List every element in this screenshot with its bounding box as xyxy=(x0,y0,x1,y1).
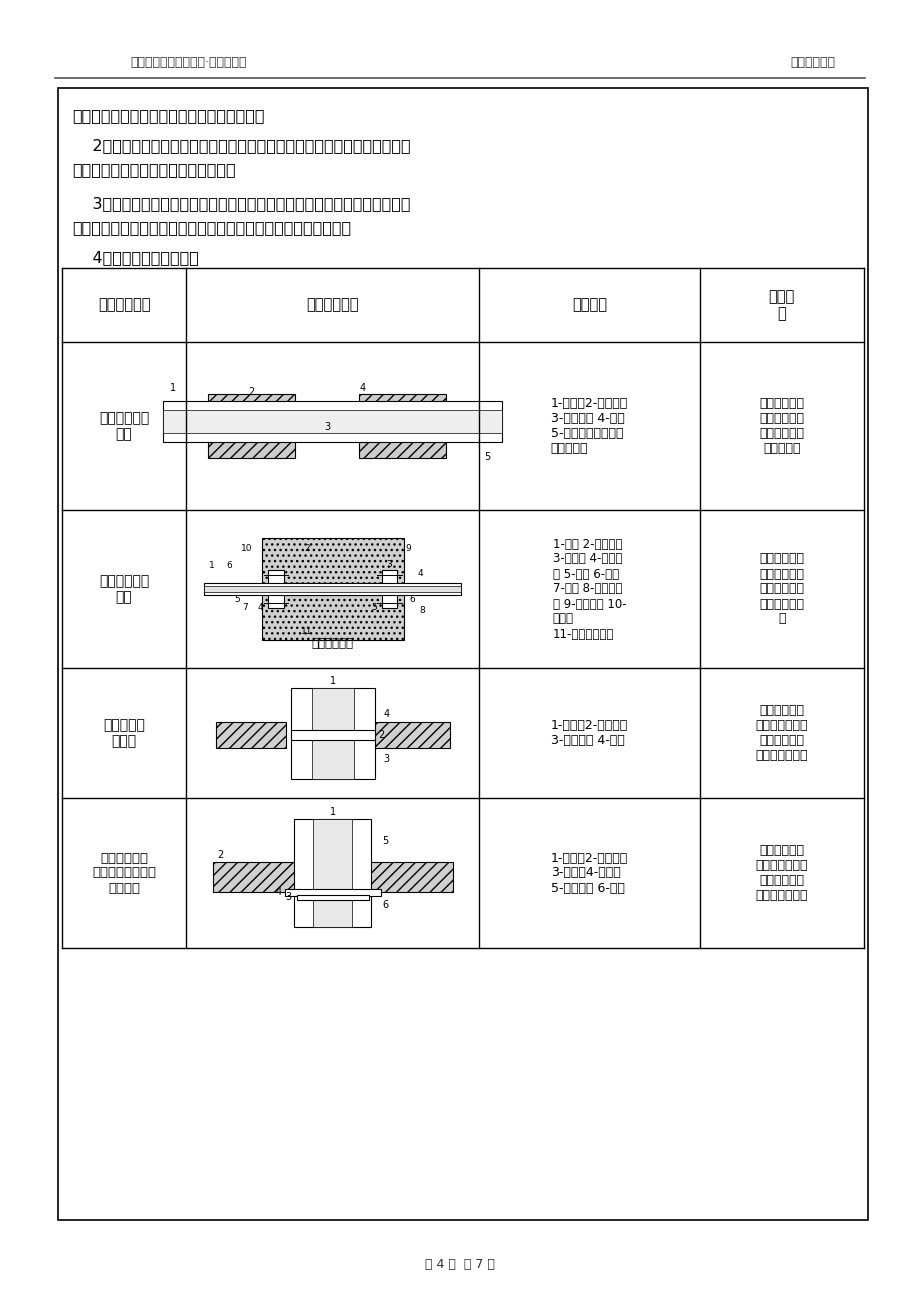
Text: 1-钢管；2-钢套管；
3-密封填料 4-隔墙
5-成品装饰板（明装
管道适用）: 1-钢管；2-钢套管； 3-密封填料 4-隔墙 5-成品装饰板（明装 管道适用） xyxy=(550,397,628,454)
Text: 2: 2 xyxy=(304,544,310,553)
Text: 1: 1 xyxy=(329,807,335,816)
Bar xyxy=(294,819,370,927)
Bar xyxy=(215,723,286,747)
Text: 3: 3 xyxy=(285,892,291,902)
Text: 套管的做法结合图纸要求并参照图集。: 套管的做法结合图纸要求并参照图集。 xyxy=(72,161,235,177)
Text: 剪力墙处套管
需与结构钢筋
绑扎固定，一
次浇注在墙体
内: 剪力墙处套管 需与结构钢筋 绑扎固定，一 次浇注在墙体 内 xyxy=(758,552,803,625)
Text: 2: 2 xyxy=(217,850,223,861)
Bar xyxy=(204,583,461,595)
Text: 4: 4 xyxy=(359,383,365,393)
Text: 5: 5 xyxy=(382,836,389,845)
Bar xyxy=(204,586,461,592)
Text: 5: 5 xyxy=(234,595,240,604)
Text: 中铁五局建筑公司绿地·新都会项目: 中铁五局建筑公司绿地·新都会项目 xyxy=(130,56,246,69)
Text: 穿无防水要
求楼板: 穿无防水要 求楼板 xyxy=(103,717,145,749)
Text: 9: 9 xyxy=(405,544,411,553)
Bar xyxy=(369,862,452,892)
Text: 柔性防水套管: 柔性防水套管 xyxy=(312,637,353,650)
Text: 穿人防剪力墙
套管: 穿人防剪力墙 套管 xyxy=(99,574,149,604)
Text: 1-钢管；2-钢套管；
3-翼环；4-挡圈；
5-石棉水泥 6-油麻: 1-钢管；2-钢套管； 3-翼环；4-挡圈； 5-石棉水泥 6-油麻 xyxy=(550,852,628,894)
Text: 符号说明: 符号说明 xyxy=(572,297,607,312)
Bar xyxy=(268,570,283,608)
Text: 1-钢管 2-法兰套管
3-密封圈 4-法兰压
盖 5-螺柱 6-螺母
7-法兰 8-密封膏嵌
缝 9-建筑外墙 10-
内侧；
11-柔性填缝材料: 1-钢管 2-法兰套管 3-密封圈 4-法兰压 盖 5-螺柱 6-螺母 7-法兰… xyxy=(552,538,626,641)
Text: 7: 7 xyxy=(242,603,248,612)
Bar xyxy=(208,393,295,458)
Text: 4: 4 xyxy=(257,603,263,612)
Text: 2、穿越屋顶楼板、地下室板墙、以及水池壁时，必须制作防水套管。防水: 2、穿越屋顶楼板、地下室板墙、以及水池壁时，必须制作防水套管。防水 xyxy=(72,138,410,154)
Text: 6: 6 xyxy=(382,901,389,910)
Text: 4: 4 xyxy=(383,710,389,719)
Bar xyxy=(368,723,449,747)
Text: 穿建筑物隔墙
套管: 穿建筑物隔墙 套管 xyxy=(99,411,149,441)
Text: 1-钢管；2-钢套管；
3-密封填料 4-楼板: 1-钢管；2-钢套管； 3-密封填料 4-楼板 xyxy=(550,719,628,747)
Text: 3: 3 xyxy=(383,754,389,763)
Text: 套管配合墙体
施工或使用机
械开洞后用水
泥砂浆固定: 套管配合墙体 施工或使用机 械开洞后用水 泥砂浆固定 xyxy=(758,397,803,454)
Text: 1: 1 xyxy=(170,383,176,393)
Text: 2: 2 xyxy=(378,730,383,740)
Bar xyxy=(284,889,380,896)
Bar xyxy=(212,862,296,892)
Text: 6: 6 xyxy=(409,595,415,604)
Text: 1: 1 xyxy=(209,561,214,570)
Text: 套管中部架设
钢筋于楼板上，
套管下部水泥
砂浆吊模固定。: 套管中部架设 钢筋于楼板上， 套管下部水泥 砂浆吊模固定。 xyxy=(754,704,807,762)
Text: 5: 5 xyxy=(370,603,377,612)
Text: 3: 3 xyxy=(324,422,331,432)
Bar xyxy=(290,729,374,740)
Text: 10: 10 xyxy=(241,544,252,553)
Text: 固定方
式: 固定方 式 xyxy=(768,289,794,322)
Text: 套管安装样图: 套管安装样图 xyxy=(306,297,358,312)
Bar xyxy=(358,393,446,458)
Text: 3: 3 xyxy=(386,560,391,569)
Text: 穿有防水要求
楼板（如卫生间，
厨房等）: 穿有防水要求 楼板（如卫生间， 厨房等） xyxy=(92,852,156,894)
Text: 6: 6 xyxy=(226,561,233,570)
Text: 套管安装位置: 套管安装位置 xyxy=(97,297,150,312)
Text: 套管底部与楼板面平齐，套管内不得有接头。: 套管底部与楼板面平齐，套管内不得有接头。 xyxy=(72,108,265,122)
Text: 4、常见预埋套管分类：: 4、常见预埋套管分类： xyxy=(72,250,199,266)
Text: 4: 4 xyxy=(276,888,281,897)
Bar xyxy=(381,570,397,608)
Text: 8: 8 xyxy=(418,605,425,615)
Bar xyxy=(58,89,867,1220)
Text: 3、套管应预先按照要求制作，在土建工种钢筋绑扎完成后合模前按照图纸: 3、套管应预先按照要求制作，在土建工种钢筋绑扎完成后合模前按照图纸 xyxy=(72,197,410,211)
Text: 要求的尺寸进行预留安装，保证固定牢靠，封堵严密，位置准确。: 要求的尺寸进行预留安装，保证固定牢靠，封堵严密，位置准确。 xyxy=(72,220,351,234)
Bar xyxy=(296,894,369,900)
Text: 2: 2 xyxy=(248,387,255,397)
Text: 施工技术交底: 施工技术交底 xyxy=(789,56,834,69)
Text: 5: 5 xyxy=(483,452,490,462)
Text: 套管中部架设
钢筋于楼板上，
套管下部水泥
砂浆吊模固定。: 套管中部架设 钢筋于楼板上， 套管下部水泥 砂浆吊模固定。 xyxy=(754,844,807,902)
Bar xyxy=(164,401,502,441)
Bar xyxy=(312,687,354,779)
Text: 4: 4 xyxy=(417,569,423,578)
Bar xyxy=(262,595,403,641)
Text: 第 4 页  共 7 页: 第 4 页 共 7 页 xyxy=(425,1259,494,1272)
Bar xyxy=(290,687,374,779)
Text: 1: 1 xyxy=(329,676,335,686)
Text: 11: 11 xyxy=(301,628,312,637)
Bar xyxy=(164,410,502,432)
Bar xyxy=(262,538,403,583)
Bar xyxy=(313,819,351,927)
